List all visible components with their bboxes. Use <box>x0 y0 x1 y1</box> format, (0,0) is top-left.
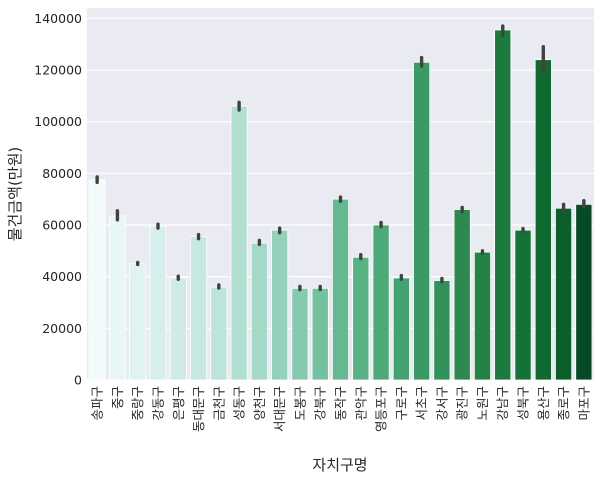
x-tick-label: 금천구 <box>211 386 226 421</box>
y-tick-label: 80000 <box>42 166 82 181</box>
y-tick-label: 40000 <box>42 269 82 284</box>
bar <box>271 229 289 381</box>
bars <box>88 29 593 381</box>
bar <box>88 179 106 381</box>
x-tick-label: 관악구 <box>353 386 368 421</box>
x-tick-label: 광진구 <box>455 386 470 421</box>
bar <box>230 105 248 381</box>
bar <box>555 207 573 381</box>
y-tick-labels: 0 20000 40000 60000 80000 100000 120000 140000 <box>34 11 82 388</box>
y-tick-label: 20000 <box>42 321 82 336</box>
bar <box>392 277 410 381</box>
x-tick-label: 송파구 <box>90 386 105 421</box>
x-tick-label: 양천구 <box>252 386 267 421</box>
bar <box>514 229 532 381</box>
y-tick-label: 100000 <box>34 114 82 129</box>
bar <box>149 225 167 381</box>
bar <box>169 277 187 381</box>
x-tick-label: 마포구 <box>576 386 591 421</box>
x-tick-label: 성동구 <box>232 386 247 421</box>
error-bars <box>95 24 586 292</box>
x-tick-label: 중구 <box>110 386 125 409</box>
y-tick-label: 120000 <box>34 63 82 78</box>
x-tick-label: 강북구 <box>313 386 328 421</box>
x-tick-label: 도봉구 <box>292 386 307 421</box>
y-tick-label: 60000 <box>42 218 82 233</box>
bar <box>534 59 552 381</box>
bar <box>575 203 593 381</box>
x-tick-label: 서초구 <box>414 386 429 421</box>
bar <box>331 198 350 381</box>
x-tick-label: 구로구 <box>394 386 409 421</box>
bar <box>453 209 471 381</box>
x-tick-label: 종로구 <box>556 386 571 421</box>
y-tick-label: 0 <box>74 373 82 388</box>
x-tick-label: 강동구 <box>150 386 165 421</box>
y-axis-label: 물건금액(만원) <box>6 147 24 242</box>
bar <box>413 61 431 381</box>
bar <box>352 256 370 381</box>
y-tick-label: 140000 <box>34 11 82 26</box>
bar <box>250 242 268 381</box>
bar <box>210 286 228 381</box>
x-axis-label: 자치구명 <box>312 456 367 474</box>
x-tick-label: 동대문구 <box>191 386 206 432</box>
x-tick-label: 성북구 <box>516 386 531 421</box>
x-tick-label: 은평구 <box>171 386 186 421</box>
bar <box>433 280 451 381</box>
x-tick-label: 노원구 <box>475 386 490 421</box>
x-tick-label: 용산구 <box>536 386 551 421</box>
bar <box>291 287 309 381</box>
x-tick-label: 서대문구 <box>272 386 287 432</box>
x-tick-label: 영등포구 <box>374 386 389 432</box>
x-tick-label: 강남구 <box>495 386 510 421</box>
bar <box>473 251 491 381</box>
bar <box>311 287 329 381</box>
x-tick-label: 중랑구 <box>130 386 145 421</box>
bar <box>129 263 147 381</box>
bar <box>108 215 126 381</box>
bar <box>494 29 512 381</box>
bar <box>190 236 208 381</box>
bar <box>372 224 390 381</box>
x-tick-labels: 송파구 중구 중랑구 강동구 은평구 동대문구 금천구 성동구 양천구 서대문구 도봉구 강북구 동작구… <box>90 386 592 432</box>
x-tick-label: 강서구 <box>434 386 449 421</box>
x-tick-label: 동작구 <box>333 386 348 421</box>
